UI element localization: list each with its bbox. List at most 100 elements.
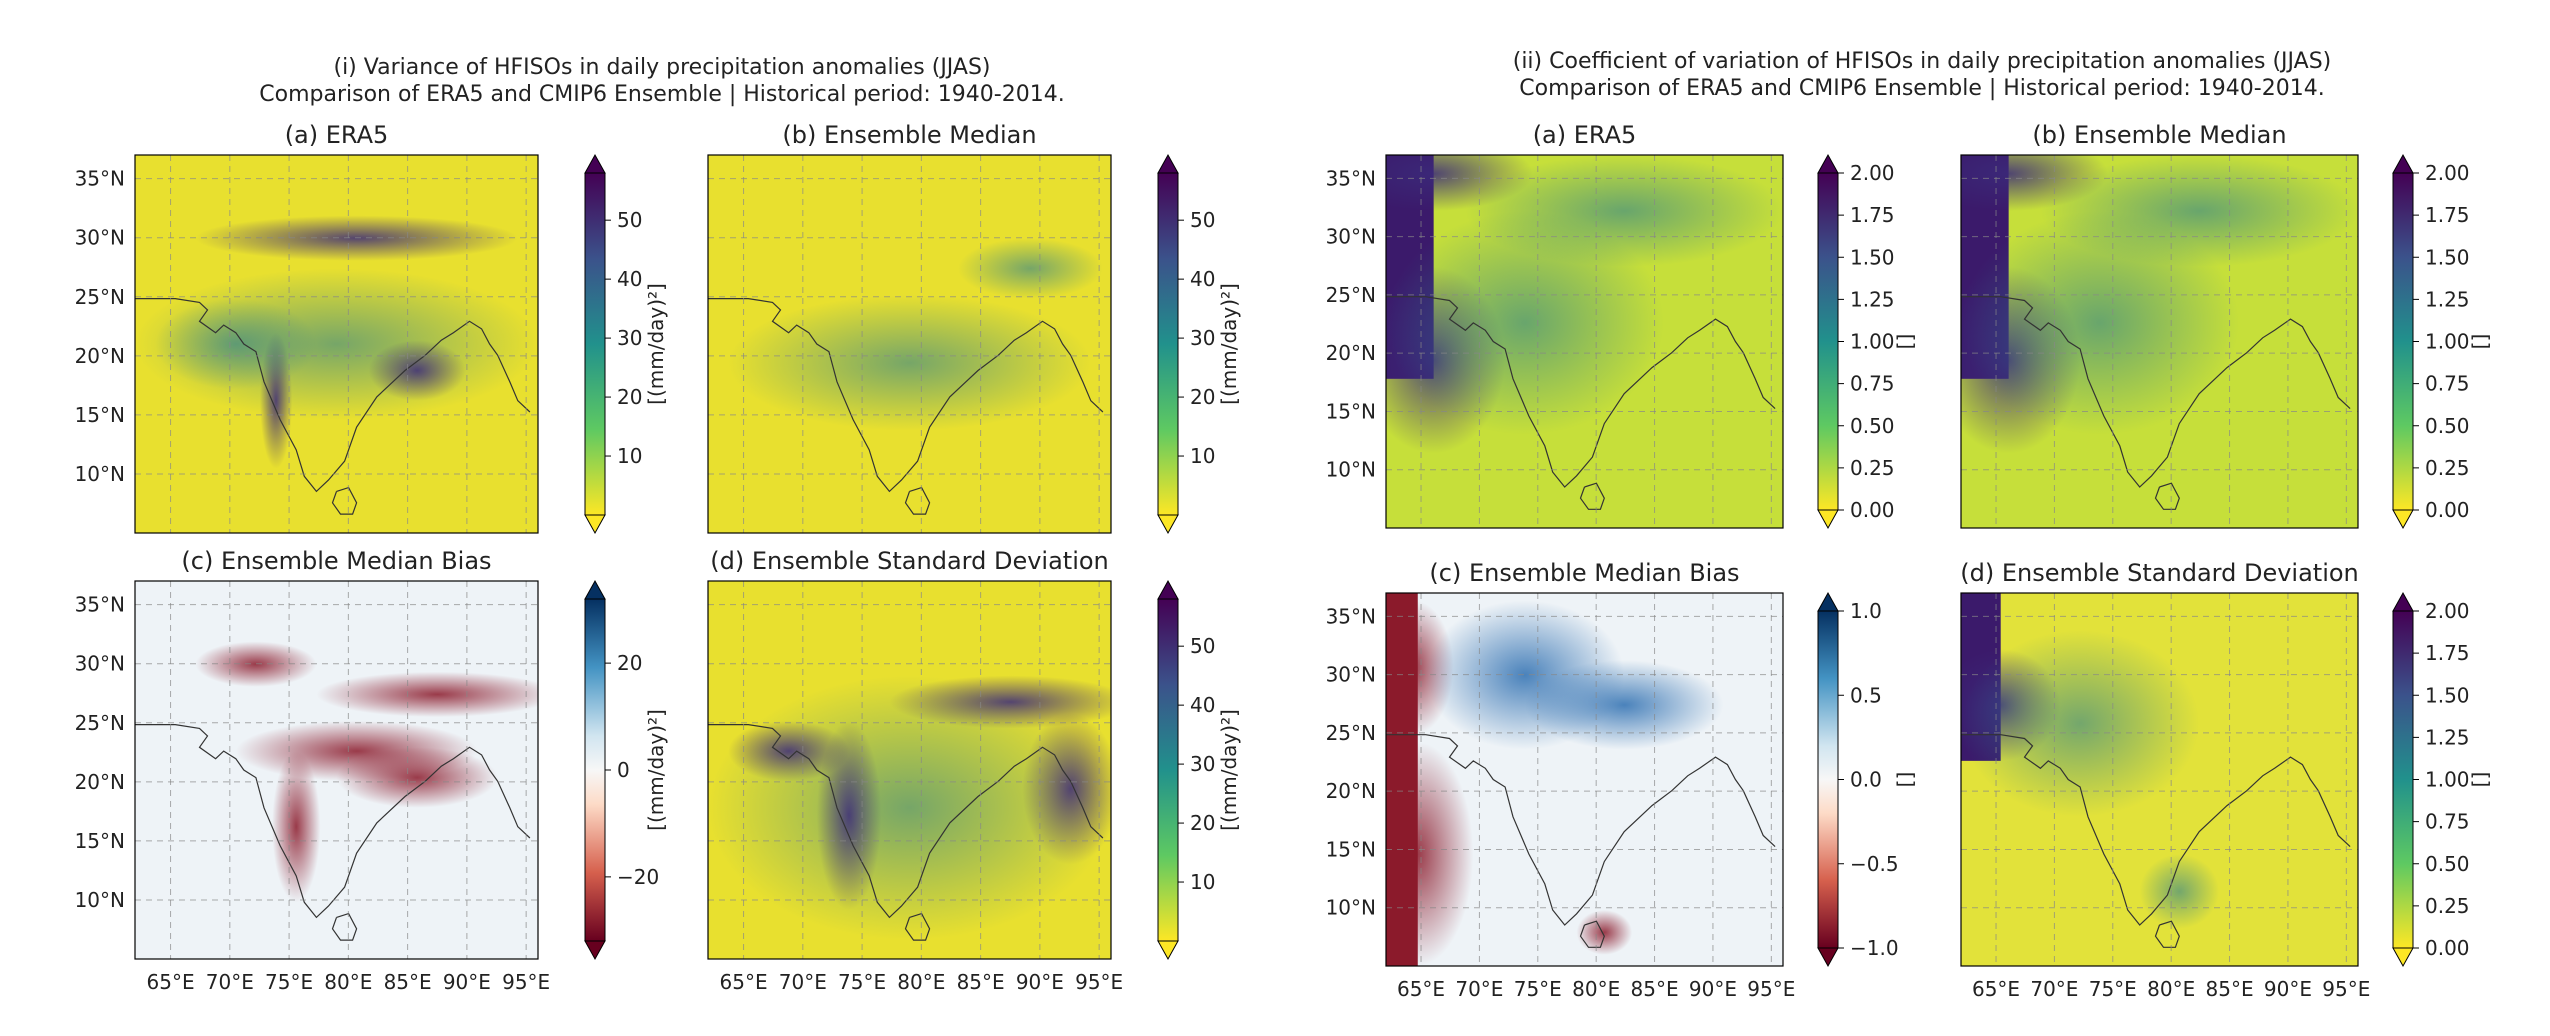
lat-tick-label: 10°N — [1326, 458, 1376, 482]
colorbar: 10 20 30 40 50 [(mm/day)²] — [1157, 153, 1241, 535]
lon-tick-label: 75°E — [2089, 977, 2137, 1001]
lat-tick-label: 15°N — [75, 829, 125, 853]
figure-i-title-line2: Comparison of ERA5 and CMIP6 Ensemble | … — [259, 82, 1064, 107]
colorbar-extend-top — [584, 579, 606, 600]
coastline — [135, 723, 531, 919]
colorbar-extend-top — [2392, 153, 2414, 174]
map-field — [708, 581, 1111, 959]
colorbar-tick-label: −1.0 — [1850, 936, 1899, 960]
colorbar-label: [] — [2468, 334, 2492, 350]
map-frame — [1960, 592, 2359, 967]
lon-tick-label: 85°E — [1631, 977, 1679, 1001]
colorbar-extend-bottom — [1157, 940, 1179, 961]
sri-lanka-outline — [2154, 920, 2180, 948]
lat-tick-label: 15°N — [1326, 837, 1376, 861]
lon-tick-label: 65°E — [147, 970, 195, 994]
map-panel-1-0: (a) ERA5 35°N 30°N 25°N 20°N 15°N 10°N 2.00 1.75… — [1326, 121, 1917, 530]
colorbar-tick-label: 0.25 — [2425, 894, 2470, 918]
coastline — [1961, 734, 2351, 926]
coastline — [708, 723, 1104, 919]
colorbar-tick-label: 0.00 — [1850, 498, 1895, 522]
colorbar-tick-label: 40 — [1190, 267, 1215, 291]
lon-tick-label: 90°E — [2264, 977, 2312, 1001]
colorbar: 10 20 30 40 50 [(mm/day)²] — [584, 153, 668, 535]
colorbar: 1.0 0.5 0.0 −0.5 −1.0 [] — [1817, 591, 1917, 968]
lon-tick-label: 85°E — [384, 970, 432, 994]
lat-tick-label: 30°N — [1326, 663, 1376, 687]
lat-tick-label: 10°N — [1326, 896, 1376, 920]
lon-tick-label: 70°E — [206, 970, 254, 994]
map-frame — [707, 154, 1112, 534]
lon-tick-label: 80°E — [1572, 977, 1620, 1001]
colorbar-tick-label: 0 — [617, 758, 630, 782]
sri-lanka-outline — [1579, 482, 1605, 510]
colorbar: 10 20 30 40 50 [(mm/day)²] — [1157, 579, 1241, 961]
colorbar-bar — [2392, 172, 2414, 511]
lon-tick-label: 80°E — [2147, 977, 2195, 1001]
colorbar-tick-label: 1.50 — [2425, 245, 2470, 269]
colorbar-tick-label: 0.50 — [2425, 852, 2470, 876]
map-frame — [1385, 154, 1784, 529]
colorbar-tick-label: 10 — [1190, 444, 1215, 468]
map-panel-0-2: (c) Ensemble Median Bias 35°N 30°N 25°N 20°N… — [75, 547, 668, 994]
map-panel-0-3: (d) Ensemble Standard Deviation 65°E 70°E 7… — [707, 547, 1241, 994]
colorbar-tick-label: 20 — [1190, 811, 1215, 835]
colorbar-tick-label: 1.75 — [1850, 203, 1895, 227]
lat-tick-label: 35°N — [75, 593, 125, 617]
colorbar-tick-label: 0.00 — [2425, 936, 2470, 960]
colorbar: 2.00 1.75 1.50 1.25 1.00 0.75 0.50 0.25 0.00 [] — [1817, 153, 1917, 530]
colorbar-tick-label: 1.0 — [1850, 599, 1882, 623]
panel-title: (c) Ensemble Median Bias — [1429, 559, 1739, 587]
lon-tick-label: 90°E — [443, 970, 491, 994]
colorbar-extend-top — [2392, 591, 2414, 612]
colorbar-tick-label: 1.75 — [2425, 641, 2470, 665]
colorbar: 2.00 1.75 1.50 1.25 1.00 0.75 0.50 0.25 0.00 [] — [2392, 153, 2492, 530]
colorbar-tick-label: 0.25 — [2425, 456, 2470, 480]
colorbar-tick-label: 1.75 — [2425, 203, 2470, 227]
lon-tick-label: 80°E — [897, 970, 945, 994]
colorbar-tick-label: 1.50 — [1850, 245, 1895, 269]
map-panel-1-2: (c) Ensemble Median Bias 35°N 30°N 25°N 20°N… — [1326, 559, 1917, 1001]
sri-lanka-outline — [1579, 920, 1605, 948]
map-frame — [134, 580, 539, 960]
colorbar-extend-top — [1157, 579, 1179, 600]
lat-tick-label: 15°N — [75, 403, 125, 427]
colorbar-label: [(mm/day)²] — [644, 709, 668, 831]
colorbar-extend-bottom — [2392, 947, 2414, 968]
lon-tick-label: 95°E — [1747, 977, 1795, 1001]
figure-ii-title-line2: Comparison of ERA5 and CMIP6 Ensemble | … — [1519, 76, 2324, 101]
map-field — [1961, 155, 2358, 528]
lat-tick-label: 20°N — [1326, 341, 1376, 365]
lat-tick-label: 15°N — [1326, 399, 1376, 423]
panel-title: (a) ERA5 — [285, 121, 389, 149]
colorbar-bar — [584, 598, 606, 942]
lat-tick-label: 30°N — [75, 226, 125, 250]
colorbar-tick-label: 20 — [617, 651, 642, 675]
colorbar-label: [(mm/day)²] — [1217, 709, 1241, 831]
coastline — [1386, 734, 1776, 926]
panel-title: (c) Ensemble Median Bias — [181, 547, 491, 575]
colorbar-tick-label: 30 — [617, 326, 642, 350]
colorbar-tick-label: 1.25 — [2425, 725, 2470, 749]
colorbar-tick-label: 30 — [1190, 752, 1215, 776]
colorbar-tick-label: 0.75 — [1850, 372, 1895, 396]
colorbar-tick-label: 0.75 — [2425, 810, 2470, 834]
colorbar-tick-label: 1.00 — [2425, 768, 2470, 792]
lon-tick-label: 90°E — [1016, 970, 1064, 994]
colorbar-tick-label: 10 — [617, 444, 642, 468]
coastline — [1961, 296, 2351, 488]
colorbar-tick-label: 0.75 — [2425, 372, 2470, 396]
colorbar-extend-top — [584, 153, 606, 174]
colorbar-tick-label: 20 — [617, 385, 642, 409]
lon-tick-label: 95°E — [1075, 970, 1123, 994]
map-panel-0-0: (a) ERA5 35°N 30°N 25°N 20°N 15°N 10°N 10 20 30 40… — [75, 121, 668, 535]
panel-title: (b) Ensemble Median — [2032, 121, 2286, 149]
colorbar-tick-label: 50 — [1190, 634, 1215, 658]
coastline — [708, 298, 1104, 493]
colorbar-tick-label: 0.50 — [2425, 414, 2470, 438]
map-frame — [1385, 592, 1784, 967]
lon-tick-label: 70°E — [2030, 977, 2078, 1001]
colorbar-tick-label: 1.25 — [2425, 287, 2470, 311]
lat-tick-label: 35°N — [75, 167, 125, 191]
